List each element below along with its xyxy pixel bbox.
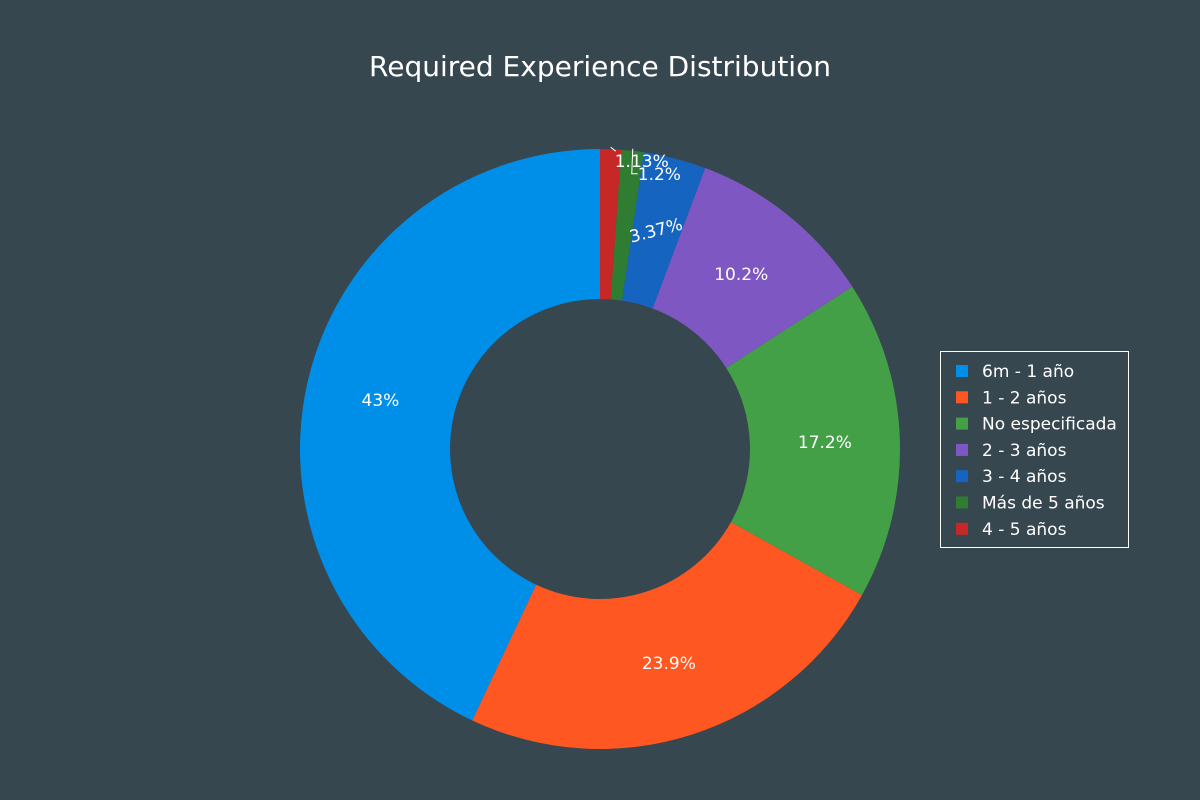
legend-swatch-1-2-anos[interactable] (956, 391, 968, 404)
slice-2-3-anos[interactable] (652, 168, 853, 368)
legend: 6m - 1 año 1 - 2 años No especificada 2 - 3… (940, 351, 1129, 548)
legend-item-no-especificada[interactable]: No especificada (982, 415, 1117, 435)
legend-item-mas-de-5-anos[interactable]: Más de 5 años (982, 494, 1105, 514)
legend-swatch-6m-1-ano[interactable] (956, 365, 968, 377)
legend-swatch-2-3-anos[interactable] (956, 443, 968, 456)
legend-swatch-mas-de-5-anos[interactable] (956, 496, 968, 509)
slice-1-2-anos[interactable] (472, 522, 862, 750)
slice-label-no-especificada: 17.2% (798, 433, 852, 453)
slice-4-5-anos[interactable] (600, 149, 622, 300)
legend-swatch-no-especificada[interactable] (956, 417, 968, 430)
slices-group (299, 149, 901, 750)
legend-item-1-2-anos[interactable]: 1 - 2 años (982, 388, 1067, 408)
legend-item-3-4-anos[interactable]: 3 - 4 años (982, 467, 1067, 487)
chart-title: Required Experience Distribution (369, 50, 831, 83)
slice-3-4-anos[interactable] (621, 152, 706, 309)
legend-item-6m-1-ano[interactable]: 6m - 1 año (982, 362, 1074, 382)
slice-no-especificada[interactable] (726, 286, 901, 596)
slice-label-4-5-anos: 1.13% (615, 152, 669, 172)
slice-labels-group: 43%23.9%17.2%10.2%3.37%1.2%1.13% (362, 146, 852, 674)
slice-label-mas-de-5-anos: 1.2% (638, 165, 681, 185)
legend-swatch-3-4-anos[interactable] (956, 470, 968, 483)
slice-label-2-3-anos: 10.2% (714, 265, 768, 285)
legend-box (940, 351, 1129, 548)
leader-line-4-5-anos (610, 146, 617, 152)
slice-label-1-2-anos: 23.9% (642, 654, 696, 674)
legend-swatch-4-5-anos[interactable] (956, 522, 968, 535)
slice-mas-de-5-anos[interactable] (610, 149, 644, 301)
legend-item-2-3-anos[interactable]: 2 - 3 años (982, 441, 1067, 461)
leader-line-mas-de-5-anos (631, 148, 638, 175)
slice-6m-1-ano[interactable] (299, 149, 600, 721)
slice-label-6m-1-ano: 43% (362, 391, 400, 411)
legend-item-4-5-anos[interactable]: 4 - 5 años (982, 520, 1067, 540)
